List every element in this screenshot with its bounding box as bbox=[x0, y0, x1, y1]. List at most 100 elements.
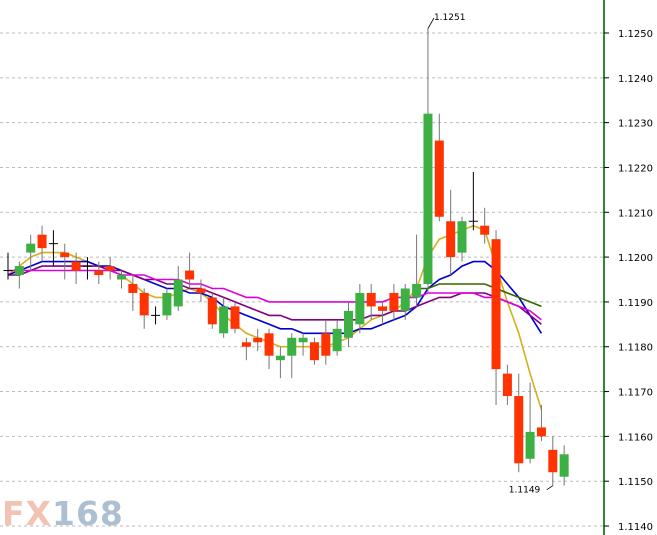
candle-body bbox=[71, 261, 81, 271]
candle bbox=[230, 301, 240, 334]
candle-body bbox=[128, 283, 138, 293]
candle bbox=[139, 288, 149, 329]
candle-body bbox=[37, 234, 47, 249]
candle-body bbox=[139, 292, 149, 316]
candle-body bbox=[275, 355, 285, 361]
tick-label: 1.1210 bbox=[618, 208, 653, 219]
candle-body bbox=[514, 396, 524, 464]
candle bbox=[219, 297, 229, 338]
high-leader bbox=[427, 17, 435, 29]
candle-body bbox=[264, 333, 274, 356]
tick-label: 1.1200 bbox=[618, 253, 653, 264]
candle bbox=[128, 275, 138, 311]
candle-body bbox=[412, 283, 422, 298]
candle bbox=[514, 373, 524, 473]
candle bbox=[332, 319, 342, 356]
candle-body bbox=[230, 306, 240, 329]
candle-body bbox=[378, 306, 388, 311]
tick-label: 1.1140 bbox=[618, 522, 653, 533]
candle bbox=[48, 230, 58, 267]
candle bbox=[480, 207, 490, 244]
tick-label: 1.1230 bbox=[618, 119, 653, 130]
candle-body bbox=[423, 113, 433, 284]
ma-line bbox=[7, 224, 543, 410]
tick-label: 1.1240 bbox=[618, 74, 653, 85]
candle-body bbox=[446, 221, 456, 258]
candle bbox=[434, 113, 444, 222]
candle bbox=[355, 283, 365, 334]
candle bbox=[298, 333, 308, 356]
candle bbox=[14, 261, 24, 289]
candle bbox=[389, 283, 399, 320]
candle-body bbox=[548, 449, 558, 473]
candle bbox=[412, 234, 422, 307]
candle-body bbox=[162, 292, 172, 316]
tick-label: 1.1170 bbox=[618, 388, 653, 399]
candle bbox=[378, 301, 388, 325]
candle-body bbox=[536, 427, 546, 437]
low-leader bbox=[546, 485, 554, 491]
candle bbox=[241, 337, 251, 361]
fx168-logo: FX168 bbox=[2, 497, 124, 530]
candle-body bbox=[400, 288, 410, 311]
candle bbox=[468, 171, 478, 231]
candle-body bbox=[366, 292, 376, 307]
candle-body bbox=[309, 342, 319, 361]
moving-averages bbox=[7, 224, 543, 410]
candle bbox=[446, 189, 456, 276]
candle bbox=[151, 306, 161, 325]
candle-body bbox=[344, 310, 353, 338]
candle-body bbox=[253, 337, 263, 343]
candle bbox=[344, 301, 353, 347]
candle-body bbox=[525, 431, 535, 459]
candle bbox=[491, 230, 501, 406]
candle-body bbox=[491, 239, 501, 370]
candle bbox=[264, 328, 274, 370]
candle-body bbox=[117, 275, 126, 280]
candle-body bbox=[219, 306, 229, 334]
candle-body bbox=[196, 288, 206, 293]
candle-body bbox=[105, 266, 115, 271]
candle-body bbox=[480, 225, 490, 235]
candle bbox=[423, 28, 433, 293]
candle bbox=[3, 252, 13, 280]
ma-line bbox=[8, 265, 542, 325]
logo-fx: FX bbox=[2, 494, 52, 533]
candle-body bbox=[502, 373, 512, 397]
candle bbox=[400, 283, 410, 320]
candle bbox=[548, 436, 558, 486]
candle-body bbox=[60, 252, 70, 258]
candle-body bbox=[26, 243, 36, 253]
candle bbox=[525, 382, 535, 464]
candle bbox=[366, 283, 376, 320]
candle bbox=[173, 266, 183, 311]
candle-body bbox=[185, 270, 195, 280]
ma-line bbox=[8, 269, 542, 321]
candle bbox=[275, 346, 285, 379]
tick-label: 1.1250 bbox=[618, 29, 653, 40]
candle bbox=[559, 445, 569, 486]
candle bbox=[60, 243, 70, 280]
candle bbox=[105, 257, 115, 280]
candle bbox=[502, 364, 512, 406]
candle-body bbox=[241, 342, 251, 347]
low-label: 1.1149 bbox=[509, 486, 541, 496]
candle bbox=[207, 292, 217, 329]
candle bbox=[457, 216, 467, 262]
candle bbox=[185, 252, 195, 289]
candle bbox=[94, 261, 104, 284]
candle-body bbox=[287, 337, 297, 356]
candle-body bbox=[173, 279, 183, 307]
ma-line bbox=[416, 283, 542, 308]
candle bbox=[71, 252, 81, 284]
candle bbox=[309, 337, 319, 365]
candle bbox=[37, 225, 47, 262]
high-label: 1.1251 bbox=[434, 13, 466, 23]
logo-168: 168 bbox=[52, 494, 124, 533]
candle bbox=[162, 288, 172, 320]
candle bbox=[321, 319, 331, 365]
candle bbox=[287, 333, 297, 379]
tick-label: 1.1160 bbox=[618, 432, 653, 443]
candle-body bbox=[559, 454, 569, 477]
